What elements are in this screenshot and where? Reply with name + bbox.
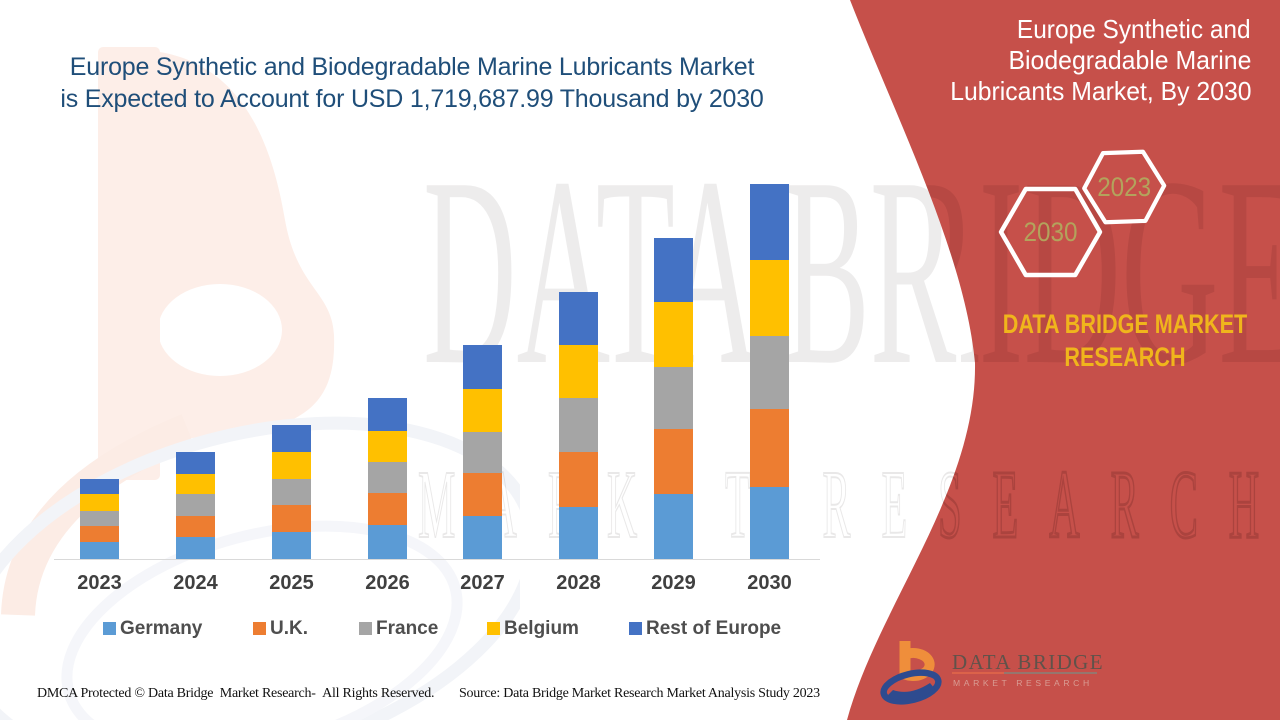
- svg-text:DATA BRIDGE: DATA BRIDGE: [952, 650, 1104, 674]
- svg-text:MARKET RESEARCH: MARKET RESEARCH: [953, 678, 1093, 688]
- svg-text:2030: 2030: [1024, 217, 1078, 247]
- svg-text:MARKET RESEARCH: MARKET RESEARCH: [418, 451, 1280, 559]
- svg-text:2023: 2023: [1097, 172, 1151, 202]
